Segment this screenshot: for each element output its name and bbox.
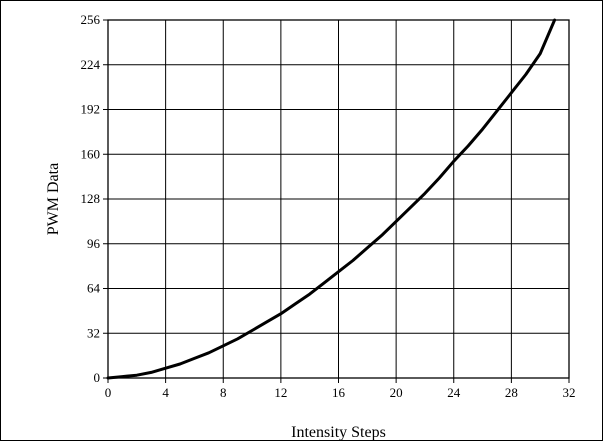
x-tick-label: 32 [563,385,576,400]
x-tick-label: 20 [390,385,403,400]
y-tick-label: 128 [81,191,101,206]
x-tick-label: 4 [162,385,169,400]
axis-ticks [103,19,570,383]
x-tick-label: 24 [447,385,461,400]
x-axis-title: Intensity Steps [291,424,386,441]
y-tick-label: 64 [87,281,101,296]
x-tick-label: 12 [274,385,287,400]
x-tick-label: 0 [105,385,112,400]
y-tick-label: 224 [81,57,101,72]
y-tick-label: 0 [94,370,101,385]
y-tick-label: 32 [87,325,100,340]
y-axis-title: PWM Data [45,163,62,235]
series-layer [106,18,557,380]
y-tick-label: 256 [81,12,101,27]
x-tick-label: 8 [220,385,227,400]
grid [108,20,569,378]
x-tick-label: 28 [505,385,518,400]
y-tick-labels: 0 32 64 96 128 160 192 224 256 [81,12,101,385]
series-line [106,18,557,380]
y-tick-label: 160 [81,146,101,161]
y-tick-label: 96 [87,236,101,251]
x-tick-labels: 0 4 8 12 16 20 24 28 32 [105,385,576,400]
x-tick-label: 16 [332,385,346,400]
y-tick-label: 192 [81,102,101,117]
